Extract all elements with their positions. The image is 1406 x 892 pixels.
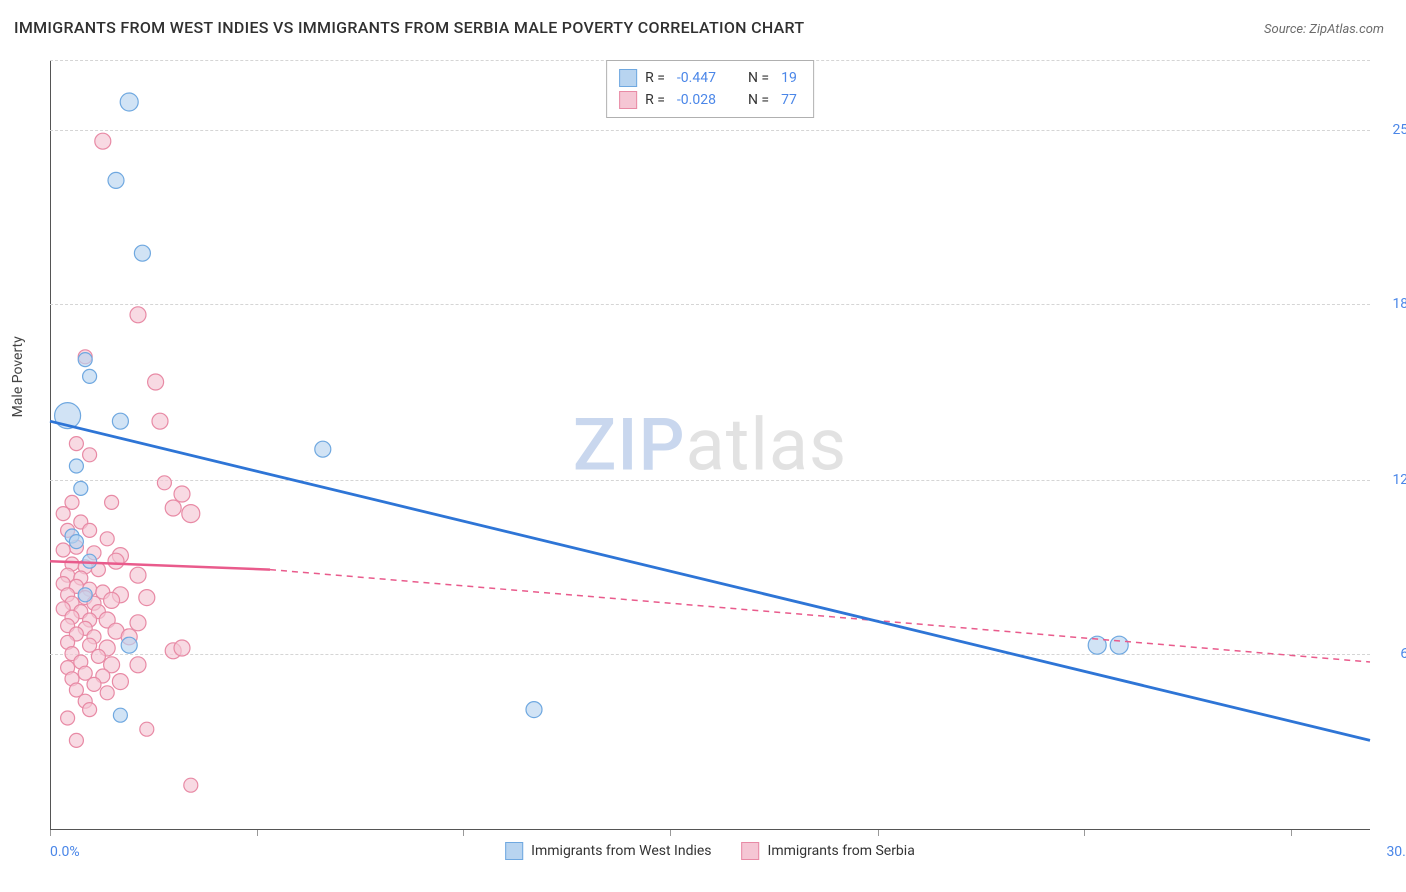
legend-swatch-series-0 [619,69,637,87]
data-point [56,543,70,557]
legend-n-label: N = [748,92,769,108]
x-axis-max-label: 30.0% [1386,844,1406,860]
data-point [74,481,88,495]
data-point [91,649,105,663]
chart-title: IMMIGRANTS FROM WEST INDIES VS IMMIGRANT… [14,18,804,37]
data-point [157,476,171,490]
legend-n-value-1: 77 [781,92,797,108]
data-point [83,448,97,462]
data-point [182,505,200,523]
data-point [78,353,92,367]
legend-row-series-1: R = -0.028 N = 77 [619,89,801,111]
legend-item-series-0: Immigrants from West Indies [505,842,711,860]
data-point [113,708,127,722]
data-point [100,686,114,700]
data-point [139,590,155,606]
legend-r-value-1: -0.028 [677,92,716,108]
data-point [134,245,150,261]
data-point [120,93,138,111]
legend-name-0: Immigrants from West Indies [531,843,711,859]
trend-line-serbia-dashed [270,570,1370,662]
y-tick-label: 6.3% [1375,646,1406,662]
data-point [108,172,124,188]
y-tick-label: 12.5% [1375,472,1406,488]
legend-correlation: R = -0.447 N = 19 R = -0.028 N = 77 [606,60,814,118]
data-point [69,437,83,451]
data-point [152,413,168,429]
scatter-plot-svg [50,60,1370,830]
x-tick [50,830,51,836]
data-point [108,553,124,569]
data-point [56,507,70,521]
data-point [130,567,146,583]
legend-swatch-bottom-1 [742,842,760,860]
legend-row-series-0: R = -0.447 N = 19 [619,67,801,89]
data-point [112,674,128,690]
x-tick [1291,830,1292,836]
y-tick-label: 25.0% [1375,122,1406,138]
data-point [83,554,97,568]
legend-name-1: Immigrants from Serbia [768,843,915,859]
data-point [69,535,83,549]
legend-r-label: R = [645,70,665,86]
legend-r-value-0: -0.447 [677,70,716,86]
y-tick-label: 18.8% [1375,296,1406,312]
data-point [112,413,128,429]
data-point [83,703,97,717]
data-point [61,711,75,725]
data-point [1110,636,1128,654]
legend-item-series-1: Immigrants from Serbia [742,842,915,860]
source-attribution: Source: ZipAtlas.com [1264,22,1384,37]
legend-n-value-0: 19 [781,70,797,86]
data-point [130,657,146,673]
y-axis-title: Male Poverty [10,336,26,417]
data-point [140,722,154,736]
x-tick [1084,830,1085,836]
x-tick [257,830,258,836]
data-point [130,615,146,631]
data-point [69,459,83,473]
data-point [174,640,190,656]
legend-n-label: N = [748,70,769,86]
plot-area: ZIPatlas 25.0%18.8%12.5%6.3% Male Povert… [50,60,1370,830]
data-point [184,778,198,792]
data-point [78,588,92,602]
data-point [121,637,137,653]
data-point [83,369,97,383]
data-point [87,677,101,691]
data-point [83,523,97,537]
data-point [174,486,190,502]
chart-container: IMMIGRANTS FROM WEST INDIES VS IMMIGRANT… [0,0,1406,892]
data-point [100,532,114,546]
data-point [104,592,120,608]
legend-r-label: R = [645,92,665,108]
data-point [105,495,119,509]
data-point [165,500,181,516]
legend-series-names: Immigrants from West Indies Immigrants f… [505,842,915,860]
x-tick [463,830,464,836]
data-point [130,307,146,323]
data-point [95,133,111,149]
legend-swatch-bottom-0 [505,842,523,860]
x-tick [670,830,671,836]
trend-line-west-indies [50,421,1370,740]
data-point [315,441,331,457]
x-tick [878,830,879,836]
data-point [148,374,164,390]
data-point [526,702,542,718]
x-axis-min-label: 0.0% [50,844,80,860]
legend-swatch-series-1 [619,91,637,109]
data-point [69,733,83,747]
